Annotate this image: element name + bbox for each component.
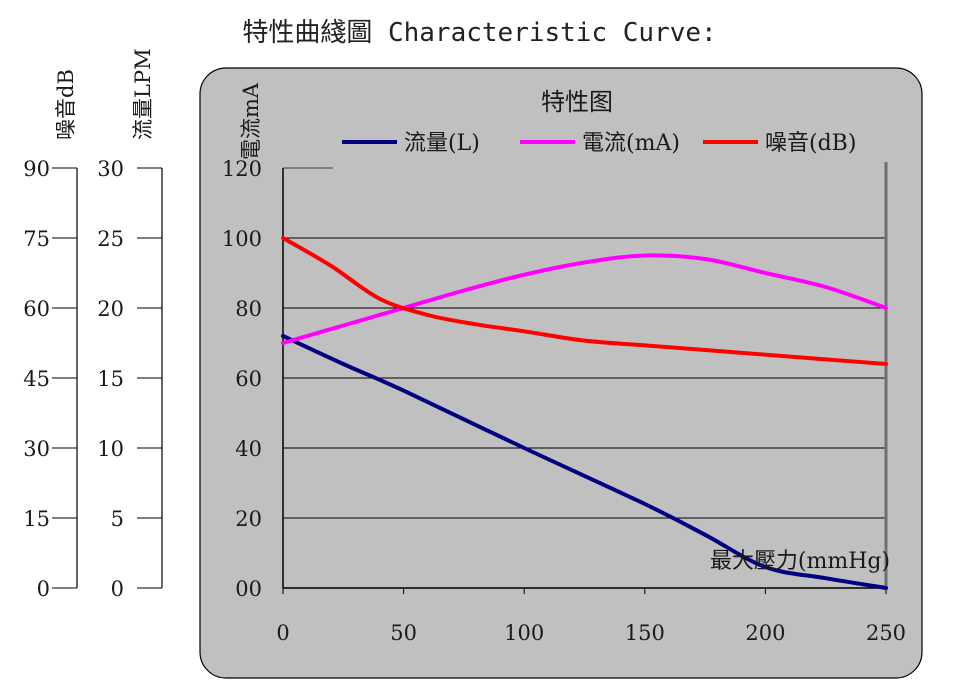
extra-axis-tick-label: 15 — [23, 507, 50, 531]
extra-axis-tick-label: 5 — [111, 507, 124, 531]
y-tick-label: 80 — [235, 297, 262, 321]
legend-label: 噪音(dB) — [765, 131, 856, 156]
x-tick-label: 50 — [390, 621, 417, 645]
extra-axis-tick-label: 75 — [23, 227, 50, 251]
x-tick-label: 200 — [745, 621, 785, 645]
extra-axis-tick-label: 30 — [23, 437, 50, 461]
x-tick-label: 100 — [504, 621, 544, 645]
extra-axis-tick-label: 90 — [23, 157, 50, 181]
extra-axis-tick-label: 0 — [111, 577, 124, 601]
extra-axis-tick-label: 45 — [23, 367, 50, 391]
series-line — [281, 334, 888, 590]
extra-axis-title: 噪音dB — [54, 69, 78, 140]
extra-axis-tick-label: 30 — [97, 157, 124, 181]
extra-axis-title: 流量LPM — [131, 48, 155, 140]
y-tick-label: 60 — [235, 367, 262, 391]
series-line — [281, 253, 888, 345]
extra-axis-tick-label: 60 — [23, 297, 50, 321]
legend-label: 電流(mA) — [582, 131, 680, 156]
y-tick-label: 120 — [222, 157, 262, 181]
extra-axis-tick-label: 20 — [97, 297, 124, 321]
series-line — [281, 236, 888, 366]
page-title: 特性曲綫圖 Characteristic Curve: — [242, 18, 717, 48]
legend-label: 流量(L) — [404, 131, 480, 156]
x-tick-label: 250 — [866, 621, 906, 645]
y-tick-label: 20 — [235, 507, 262, 531]
y-axis-label: 電流mA — [239, 82, 263, 160]
y-tick-label: 40 — [235, 437, 262, 461]
x-axis-label: 最大壓力(mmHg) — [710, 549, 890, 574]
y-tick-label: 00 — [235, 577, 262, 601]
y-tick-label: 100 — [222, 227, 262, 251]
extra-axis-tick-label: 10 — [97, 437, 124, 461]
x-tick-label: 0 — [276, 621, 289, 645]
grid-lines — [282, 162, 888, 594]
chart-title: 特性图 — [541, 88, 613, 116]
extra-axis-tick-label: 25 — [97, 227, 124, 251]
x-tick-label: 150 — [625, 621, 665, 645]
extra-axis-tick-label: 15 — [97, 367, 124, 391]
chart-panel — [199, 67, 923, 679]
extra-axis-tick-label: 0 — [37, 577, 50, 601]
series-lines — [281, 236, 888, 590]
